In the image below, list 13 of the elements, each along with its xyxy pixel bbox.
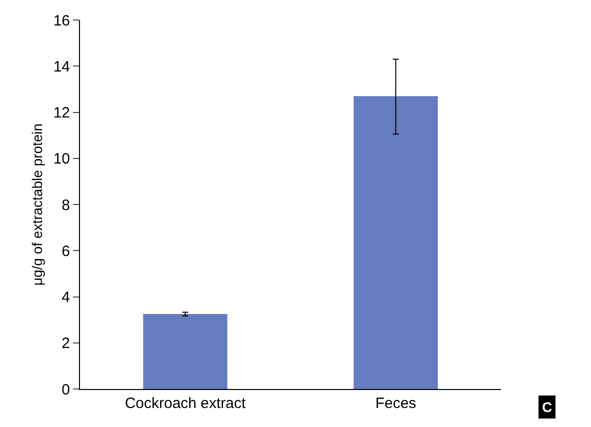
text: C (542, 399, 552, 415)
y-tick-label: 2 (62, 335, 70, 352)
y-tick-label: 6 (62, 242, 70, 260)
y-tick-label: 4 (62, 289, 70, 306)
y-tick-label: 14 (53, 58, 70, 76)
x-tick-label: Feces (375, 395, 416, 412)
y-tick-label: 8 (62, 196, 70, 214)
y-tick-label: 10 (53, 150, 70, 168)
x-tick-label: Cockroach extract (124, 395, 247, 412)
y-tick-label: 16 (53, 12, 70, 30)
y-tick-label: 0 (62, 381, 70, 398)
y-tick-label: 12 (53, 104, 70, 122)
y-axis-title: μg/g of extractable protein (29, 123, 45, 286)
